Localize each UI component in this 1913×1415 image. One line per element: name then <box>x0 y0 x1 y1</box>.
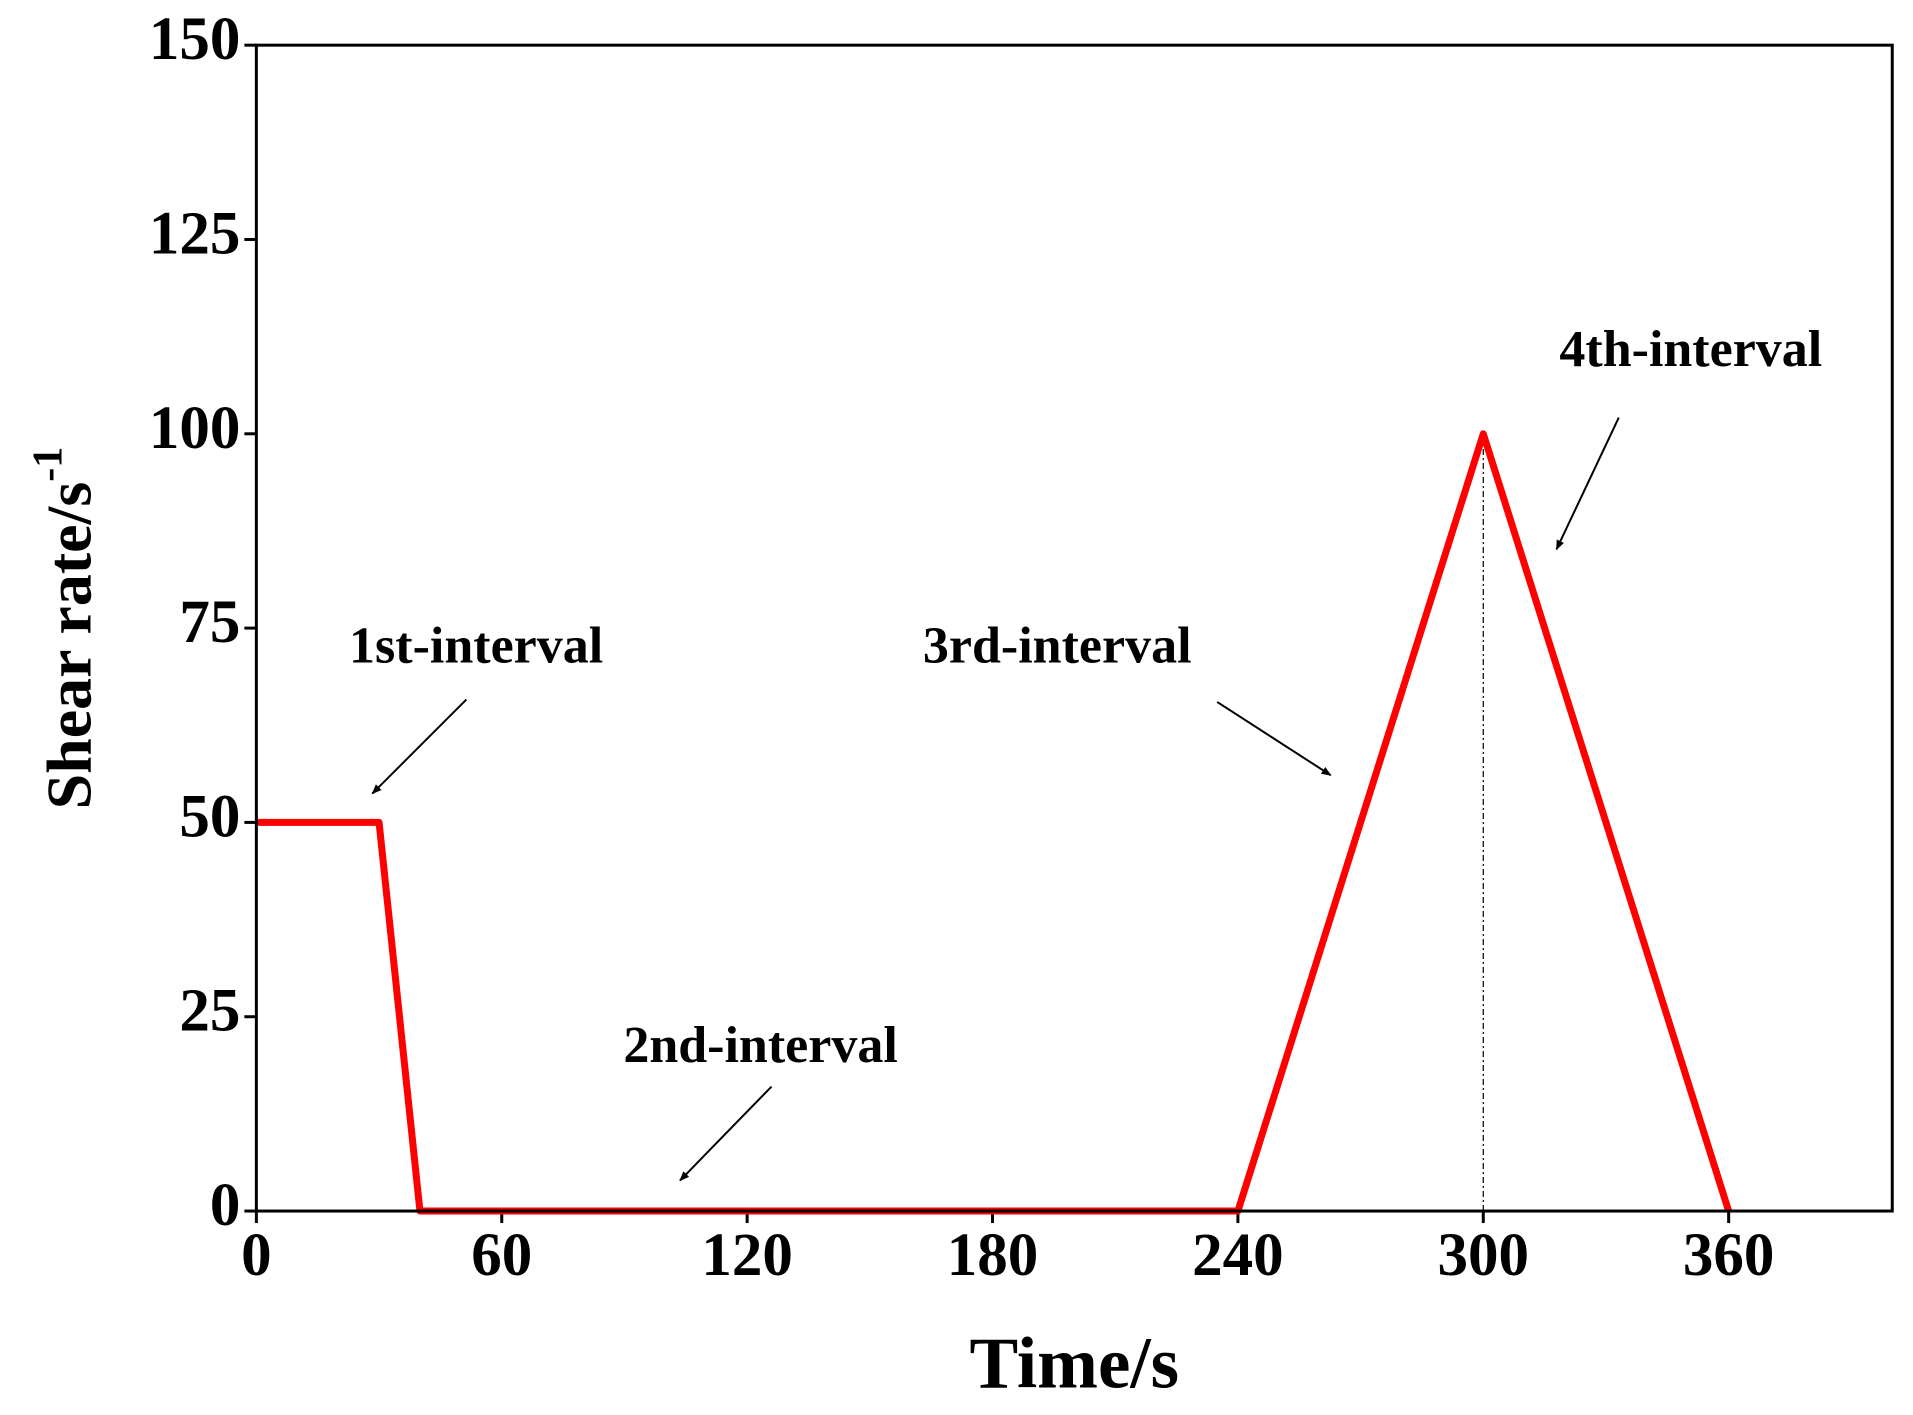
x-tick-label: 120 <box>701 1222 793 1289</box>
annotation: 1st-interval <box>349 618 603 675</box>
data-line <box>256 430 1732 1215</box>
y-axis-label: Shear rate/s-1 <box>25 447 104 810</box>
x-tick-label: 360 <box>1683 1222 1775 1289</box>
y-tick-label: 0 <box>210 1172 241 1239</box>
y-tick-label: 25 <box>179 978 240 1045</box>
y-tick-label: 125 <box>149 200 241 267</box>
x-tick-label: 240 <box>1192 1222 1284 1289</box>
x-tick-label: 300 <box>1438 1222 1530 1289</box>
plot-frame <box>254 43 1894 1213</box>
annotation-arrow <box>679 1085 773 1182</box>
annotation: 3rd-interval <box>923 618 1192 675</box>
y-tick-label: 75 <box>179 589 240 656</box>
annotation-arrow <box>1216 701 1332 777</box>
y-tick-label: 50 <box>179 783 240 850</box>
annotation-arrow <box>371 698 468 795</box>
x-tick-label: 60 <box>471 1222 532 1289</box>
x-tick-label: 180 <box>947 1222 1039 1289</box>
annotation-arrow <box>1555 417 1620 551</box>
annotation: 2nd-interval <box>623 1017 897 1074</box>
y-tick-label: 150 <box>149 6 241 73</box>
annotation: 4th-interval <box>1559 321 1822 378</box>
x-axis-label: Time/s <box>970 1323 1180 1404</box>
x-tick-label: 0 <box>241 1222 272 1289</box>
y-axis-label-superscript: -1 <box>25 447 71 482</box>
y-tick-label: 100 <box>149 395 241 462</box>
y-axis-label-text: Shear rate/s <box>33 482 104 810</box>
